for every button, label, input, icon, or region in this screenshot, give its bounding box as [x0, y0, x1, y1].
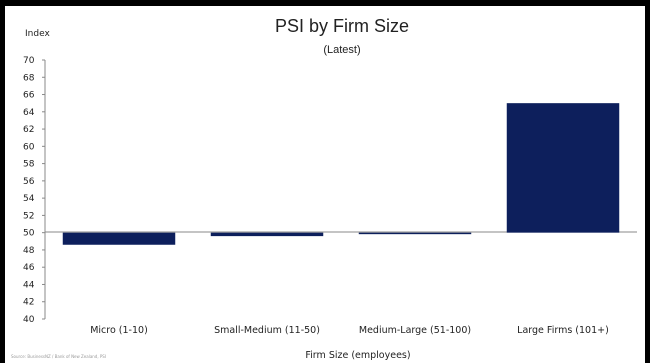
y-tick-label: 58	[23, 160, 35, 170]
category-label: Large Firms (101+)	[517, 325, 609, 336]
bar-4	[506, 103, 620, 233]
bar-2	[210, 232, 324, 237]
chart: PSI by Firm Size (Latest) Index Firm Siz…	[11, 16, 637, 361]
y-tick-label: 62	[23, 125, 34, 135]
y-tick-label: 66	[23, 91, 35, 101]
y-tick-label: 48	[23, 246, 35, 256]
y-tick-label: 50	[23, 229, 35, 239]
y-tick-label: 40	[23, 315, 35, 325]
chart-panel: PSI by Firm Size (Latest) Index Firm Siz…	[5, 6, 645, 363]
y-tick-label: 64	[23, 108, 35, 118]
y-tick-label: 54	[23, 194, 35, 204]
bar-1	[62, 232, 176, 245]
bar-3	[358, 232, 472, 235]
y-tick-label: 56	[23, 177, 35, 187]
category-label: Small-Medium (11-50)	[214, 325, 320, 336]
y-tick-label: 60	[23, 142, 35, 152]
y-tick-label: 42	[23, 298, 34, 308]
source-note: Source: BusinessNZ / Bank of New Zealand…	[11, 354, 106, 359]
chart-title: PSI by Firm Size	[275, 16, 409, 36]
category-label: Medium-Large (51-100)	[359, 325, 471, 336]
x-axis-label: Firm Size (employees)	[305, 350, 410, 361]
y-axis-label: Index	[25, 29, 50, 39]
y-tick-label: 52	[23, 211, 34, 221]
category-label: Micro (1-10)	[90, 325, 148, 336]
y-tick-label: 44	[23, 280, 35, 290]
y-tick-label: 68	[23, 73, 35, 83]
y-tick-label: 46	[23, 263, 35, 273]
chart-subtitle: (Latest)	[323, 44, 360, 56]
y-tick-label: 70	[23, 56, 35, 66]
